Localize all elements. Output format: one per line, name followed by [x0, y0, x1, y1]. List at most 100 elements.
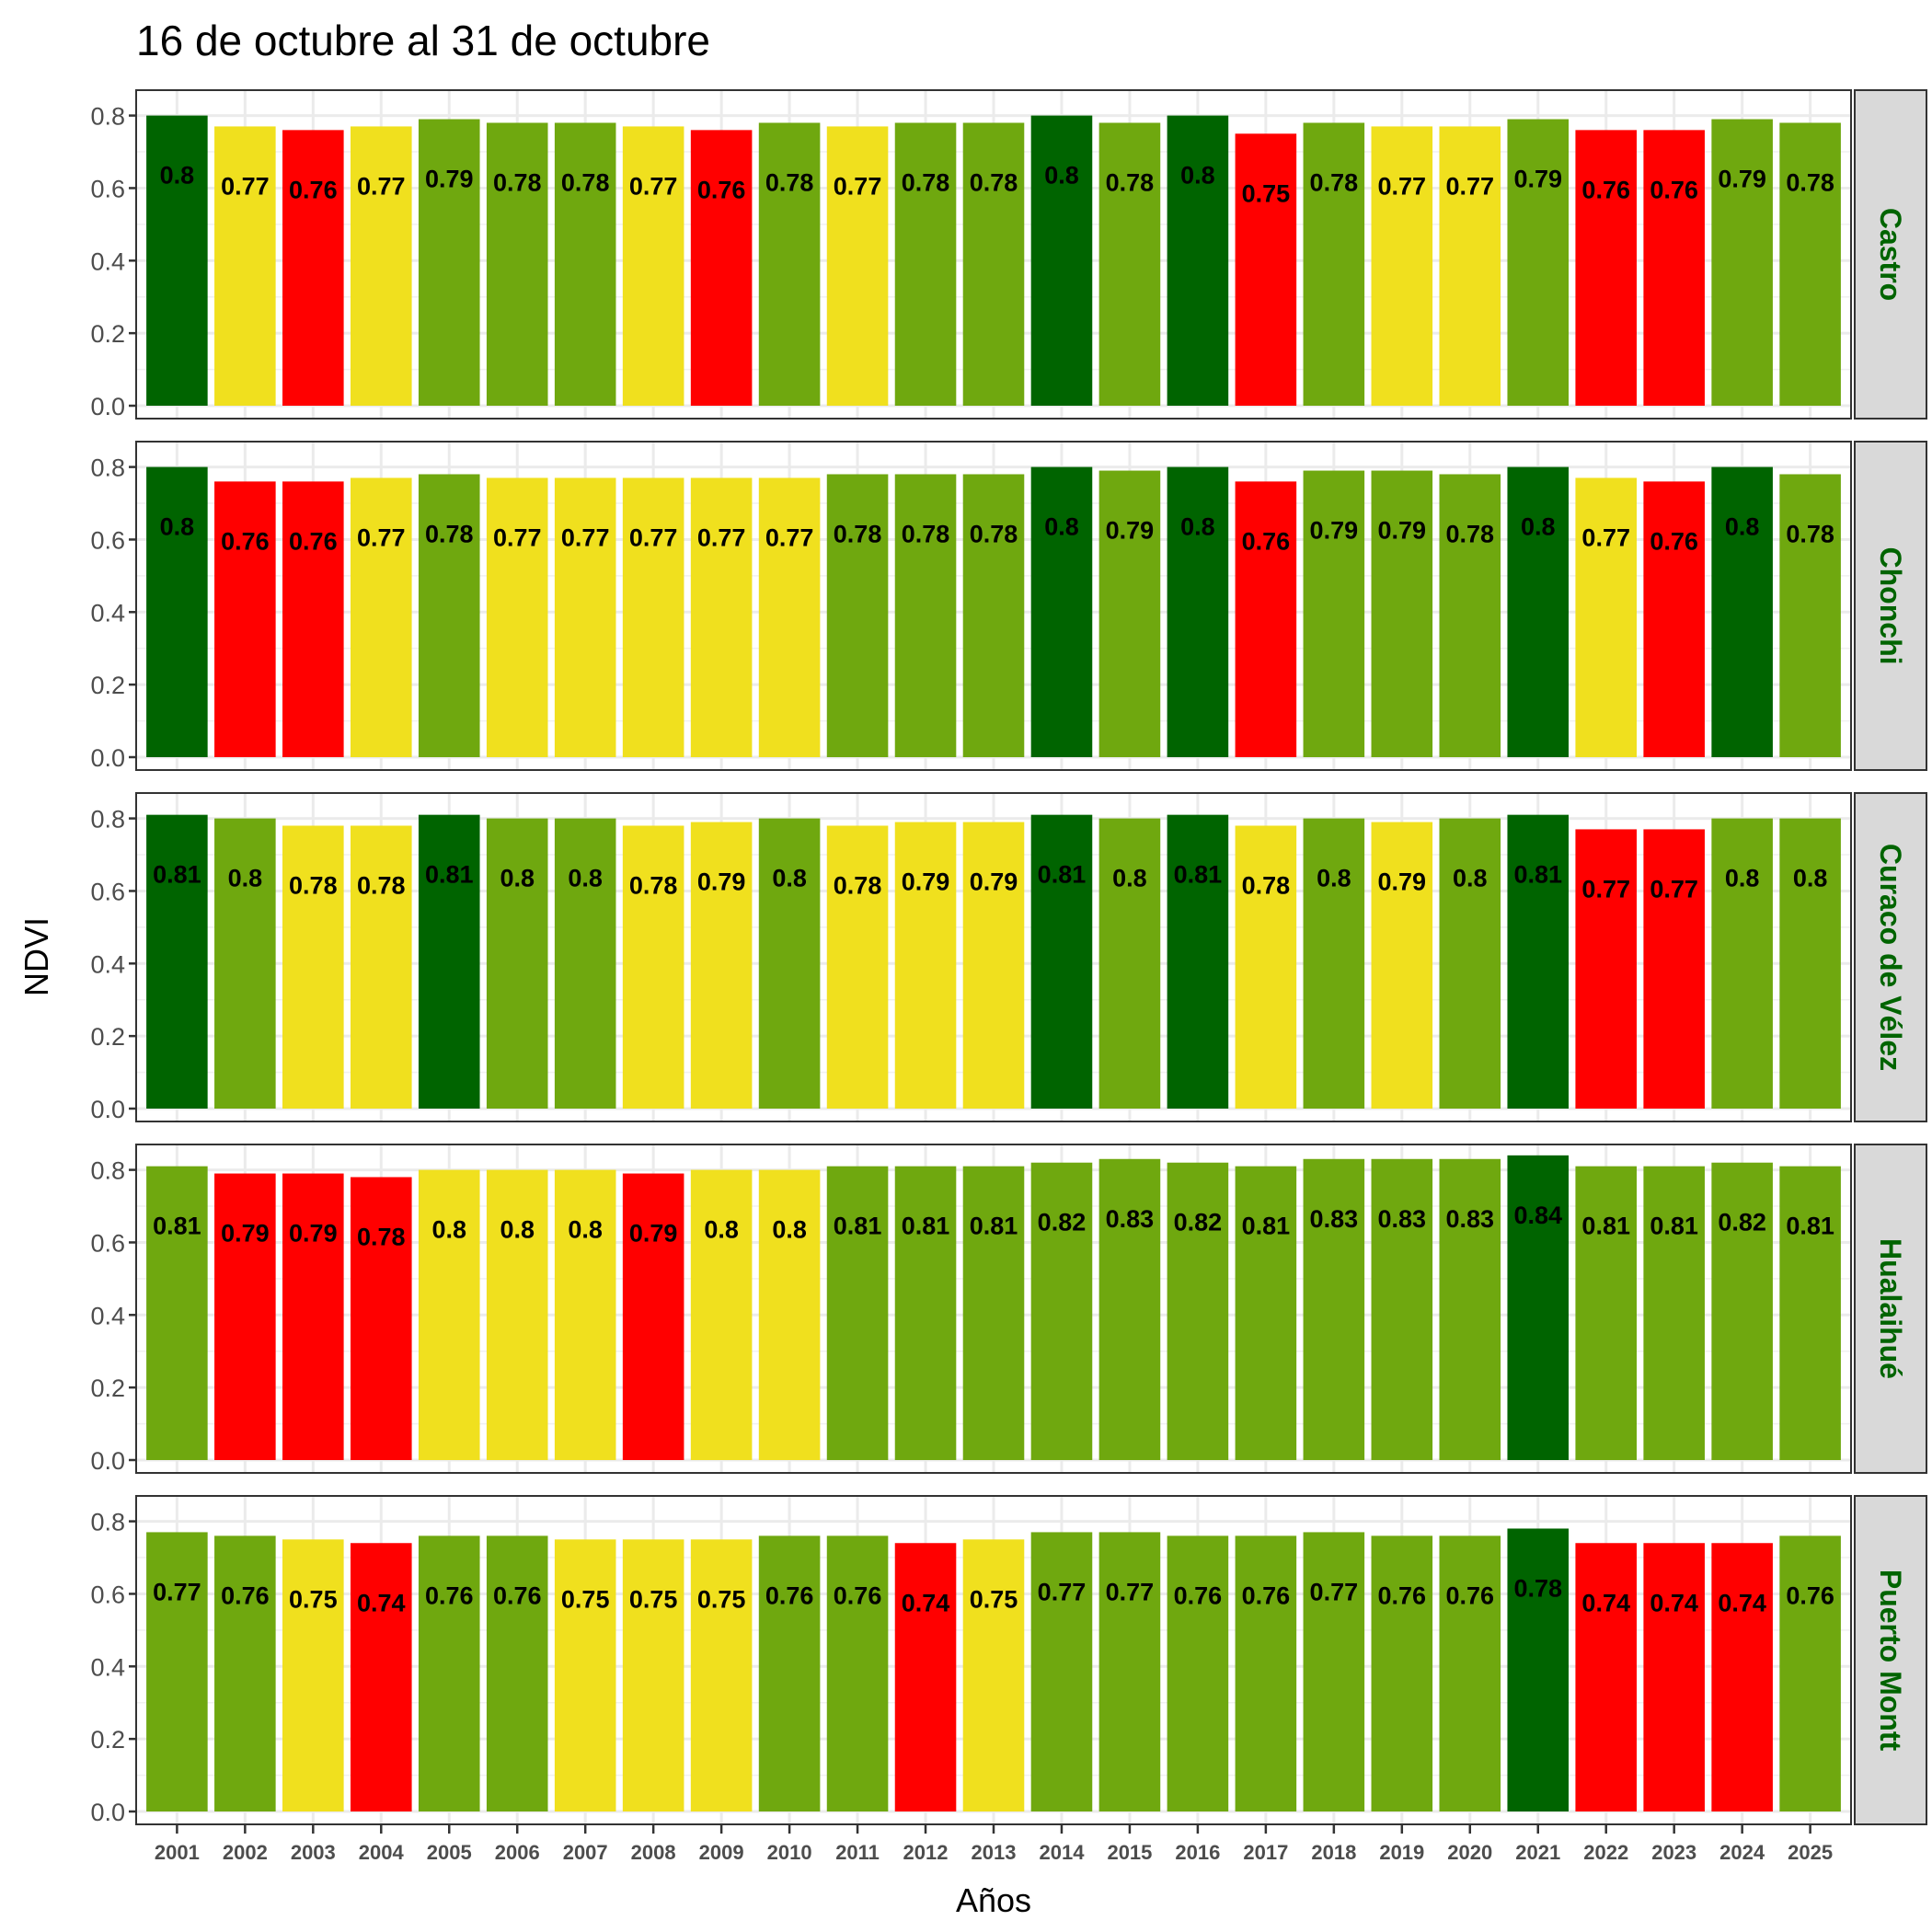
bar-label-2013: 0.81 [970, 1213, 1018, 1240]
bar-label-2022: 0.76 [1581, 176, 1630, 203]
x-tick-label-2008: 2008 [631, 1841, 676, 1864]
bar-2007 [554, 1169, 616, 1460]
bar-label-2007: 0.78 [561, 168, 610, 196]
bar-2021 [1507, 814, 1570, 1109]
bar-2025 [1779, 474, 1841, 757]
bar-label-2019: 0.83 [1378, 1205, 1427, 1233]
bar-2011 [826, 126, 889, 406]
panel-border [135, 441, 1852, 771]
bar-2025 [1779, 1535, 1841, 1811]
bar-2019 [1371, 1535, 1433, 1811]
bar-label-2015: 0.83 [1106, 1205, 1155, 1233]
facet-strip [1854, 792, 1927, 1122]
bar-2007 [554, 818, 616, 1109]
bar-2006 [486, 1169, 548, 1460]
bar-label-2016: 0.8 [1180, 513, 1215, 541]
bar-label-2010: 0.8 [772, 1216, 807, 1244]
bar-2010 [758, 1169, 821, 1460]
bar-2019 [1371, 470, 1433, 757]
bar-label-2015: 0.79 [1106, 517, 1155, 545]
panel-border [135, 792, 1852, 1122]
facet-strip-label: Puerto Montt [1874, 1570, 1907, 1752]
y-tick-label: 0.6 [90, 175, 125, 202]
bar-label-2008: 0.75 [629, 1585, 678, 1613]
bar-label-2020: 0.83 [1445, 1205, 1494, 1233]
bar-2024 [1711, 466, 1773, 757]
facet-strip-label: Curaco de Vélez [1874, 844, 1907, 1071]
bar-label-2016: 0.8 [1180, 162, 1215, 190]
bar-label-2024: 0.79 [1718, 166, 1766, 193]
bar-2003 [282, 481, 344, 757]
y-tick-label: 0.4 [90, 1653, 125, 1681]
y-tick-label: 0.2 [90, 672, 125, 699]
y-tick-label: 0.4 [90, 247, 125, 275]
bar-label-2001: 0.81 [153, 861, 201, 889]
bar-2016 [1167, 1162, 1229, 1460]
bar-2001 [146, 115, 208, 406]
bar-2005 [418, 119, 480, 407]
bar-label-2005: 0.78 [425, 520, 474, 547]
bar-2003 [282, 1539, 344, 1811]
panel-puerto-montt: 0.77 0.76 0.75 0.74 0.76 0.76 0.75 0.75 0.75 0.76… [90, 1495, 1927, 1826]
x-tick-label-2004: 2004 [359, 1841, 405, 1864]
facet-strip [1854, 441, 1927, 771]
panel-hualaihu-: 0.81 0.79 0.79 0.78 0.8 0.8 0.8 0.79 0.8 0.8 0.81 0… [90, 1144, 1927, 1475]
x-tick-label-2018: 2018 [1311, 1841, 1356, 1864]
bar-label-2004: 0.74 [357, 1589, 406, 1616]
bar-label-2009: 0.8 [704, 1216, 739, 1244]
bar-2019 [1371, 126, 1433, 406]
bar-2014 [1030, 466, 1093, 757]
bar-label-2025: 0.81 [1786, 1213, 1834, 1240]
bar-label-2009: 0.77 [697, 523, 746, 551]
facet-strip-label: Chonchi [1874, 547, 1907, 665]
bar-label-2025: 0.78 [1786, 520, 1834, 547]
bar-2024 [1711, 1543, 1773, 1811]
bar-2002 [214, 1535, 276, 1811]
bar-2012 [894, 474, 957, 757]
bar-2013 [962, 822, 1025, 1109]
bar-label-2025: 0.76 [1786, 1581, 1834, 1609]
bar-2025 [1779, 818, 1841, 1109]
bar-label-2021: 0.81 [1513, 861, 1562, 889]
bar-label-2010: 0.77 [765, 523, 814, 551]
bar-label-2003: 0.76 [289, 527, 338, 555]
bar-2001 [146, 814, 208, 1109]
bar-2010 [758, 818, 821, 1109]
x-tick-label-2014: 2014 [1039, 1841, 1085, 1864]
x-axis-title: Años [956, 1881, 1031, 1919]
y-tick-label: 0.6 [90, 1581, 125, 1608]
bar-2018 [1303, 1532, 1365, 1811]
bar-label-2023: 0.76 [1650, 176, 1698, 203]
facet-strip [1854, 1144, 1927, 1474]
panel-curaco-de-v-lez: 0.81 0.8 0.78 0.78 0.81 0.8 0.8 0.78 0.79 0.8 0.78… [90, 792, 1927, 1123]
facet-strip [1854, 1495, 1927, 1825]
bar-label-2004: 0.78 [357, 1223, 406, 1250]
bar-label-2016: 0.82 [1174, 1209, 1223, 1236]
bar-2016 [1167, 1535, 1229, 1811]
bar-label-2004: 0.77 [357, 523, 406, 551]
bar-label-2002: 0.77 [221, 172, 270, 200]
y-tick-label: 0.2 [90, 320, 125, 348]
bar-label-2006: 0.78 [493, 168, 542, 196]
bar-2004 [351, 477, 412, 757]
bar-2009 [690, 130, 753, 407]
bar-label-2010: 0.76 [765, 1581, 814, 1609]
y-tick-label: 0.8 [90, 1509, 125, 1536]
bar-2016 [1167, 814, 1229, 1109]
bar-label-2005: 0.8 [431, 1216, 466, 1244]
bar-label-2017: 0.76 [1242, 1581, 1291, 1609]
x-tick-label-2022: 2022 [1583, 1841, 1628, 1864]
bar-2001 [146, 1532, 208, 1811]
bar-label-2023: 0.76 [1650, 527, 1698, 555]
x-tick-label-2010: 2010 [767, 1841, 812, 1864]
bar-label-2012: 0.78 [902, 168, 950, 196]
bar-2007 [554, 477, 616, 757]
bar-label-2022: 0.81 [1581, 1213, 1630, 1240]
bar-label-2001: 0.77 [153, 1578, 201, 1605]
bar-label-2013: 0.78 [970, 168, 1018, 196]
bar-label-2017: 0.75 [1242, 179, 1291, 207]
bar-2021 [1507, 119, 1570, 407]
bar-label-2002: 0.79 [221, 1220, 270, 1248]
bar-label-2021: 0.8 [1521, 513, 1556, 541]
bar-2018 [1303, 122, 1365, 406]
